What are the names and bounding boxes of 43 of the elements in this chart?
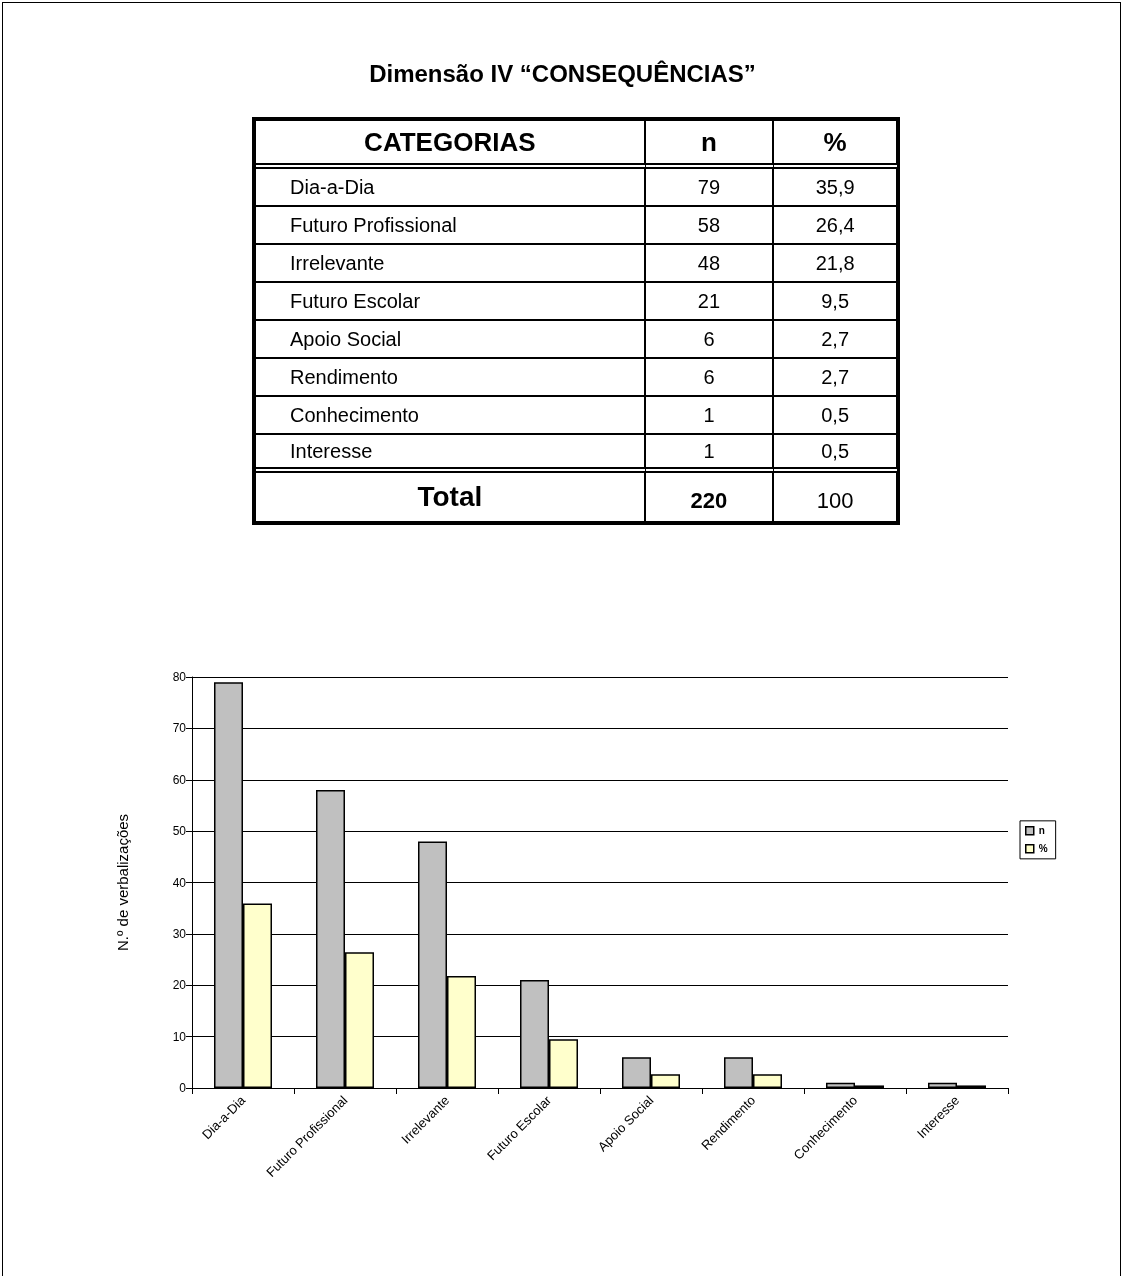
text: Interesse	[256, 435, 646, 473]
text: Dia-a-Dia	[256, 169, 646, 207]
text: Irrelevante	[256, 245, 646, 283]
legend-label: n	[1038, 825, 1045, 837]
text: 26,4	[774, 207, 898, 245]
text: Futuro Profissional	[256, 207, 646, 245]
text: 6	[645, 359, 775, 397]
text: 1	[645, 397, 775, 435]
text: 2,7	[774, 321, 898, 359]
text: Total	[256, 473, 646, 523]
y-tick-label: 70	[172, 721, 187, 736]
y-tick-label: 30	[172, 926, 187, 941]
text: 2,7	[774, 359, 898, 397]
y-tick-label: 20	[172, 978, 187, 993]
y-axis-title: N.º de verbalizações	[114, 813, 131, 952]
text: n	[645, 121, 775, 169]
y-tick-label: 0	[179, 1081, 187, 1095]
text: Conhecimento	[256, 397, 646, 435]
y-tick-label: 50	[172, 824, 187, 839]
text: Dimensão IV “CONSEQUÊNCIAS”	[368, 60, 757, 88]
text: 48	[645, 245, 775, 283]
text: 35,9	[774, 169, 898, 207]
text: 58	[645, 207, 775, 245]
text: CATEGORIAS	[256, 121, 646, 169]
text: 0,5	[774, 435, 898, 473]
text: 21,8	[774, 245, 898, 283]
text: %	[774, 121, 898, 169]
text: 9,5	[774, 283, 898, 321]
text: 1	[645, 435, 775, 473]
y-tick-label: 60	[172, 772, 187, 787]
y-tick-label: 40	[172, 875, 187, 890]
text: Futuro Escolar	[256, 283, 646, 321]
text: 100	[774, 473, 898, 523]
y-tick-label: 10	[172, 1029, 187, 1044]
text: Apoio Social	[256, 321, 646, 359]
text: 220	[645, 473, 775, 523]
text: 0,5	[774, 397, 898, 435]
text: 21	[645, 283, 775, 321]
text: 6	[645, 321, 775, 359]
legend-label: %	[1038, 843, 1048, 855]
text: Rendimento	[256, 359, 646, 397]
y-tick-label: 80	[172, 670, 187, 684]
text: 79	[645, 169, 775, 207]
